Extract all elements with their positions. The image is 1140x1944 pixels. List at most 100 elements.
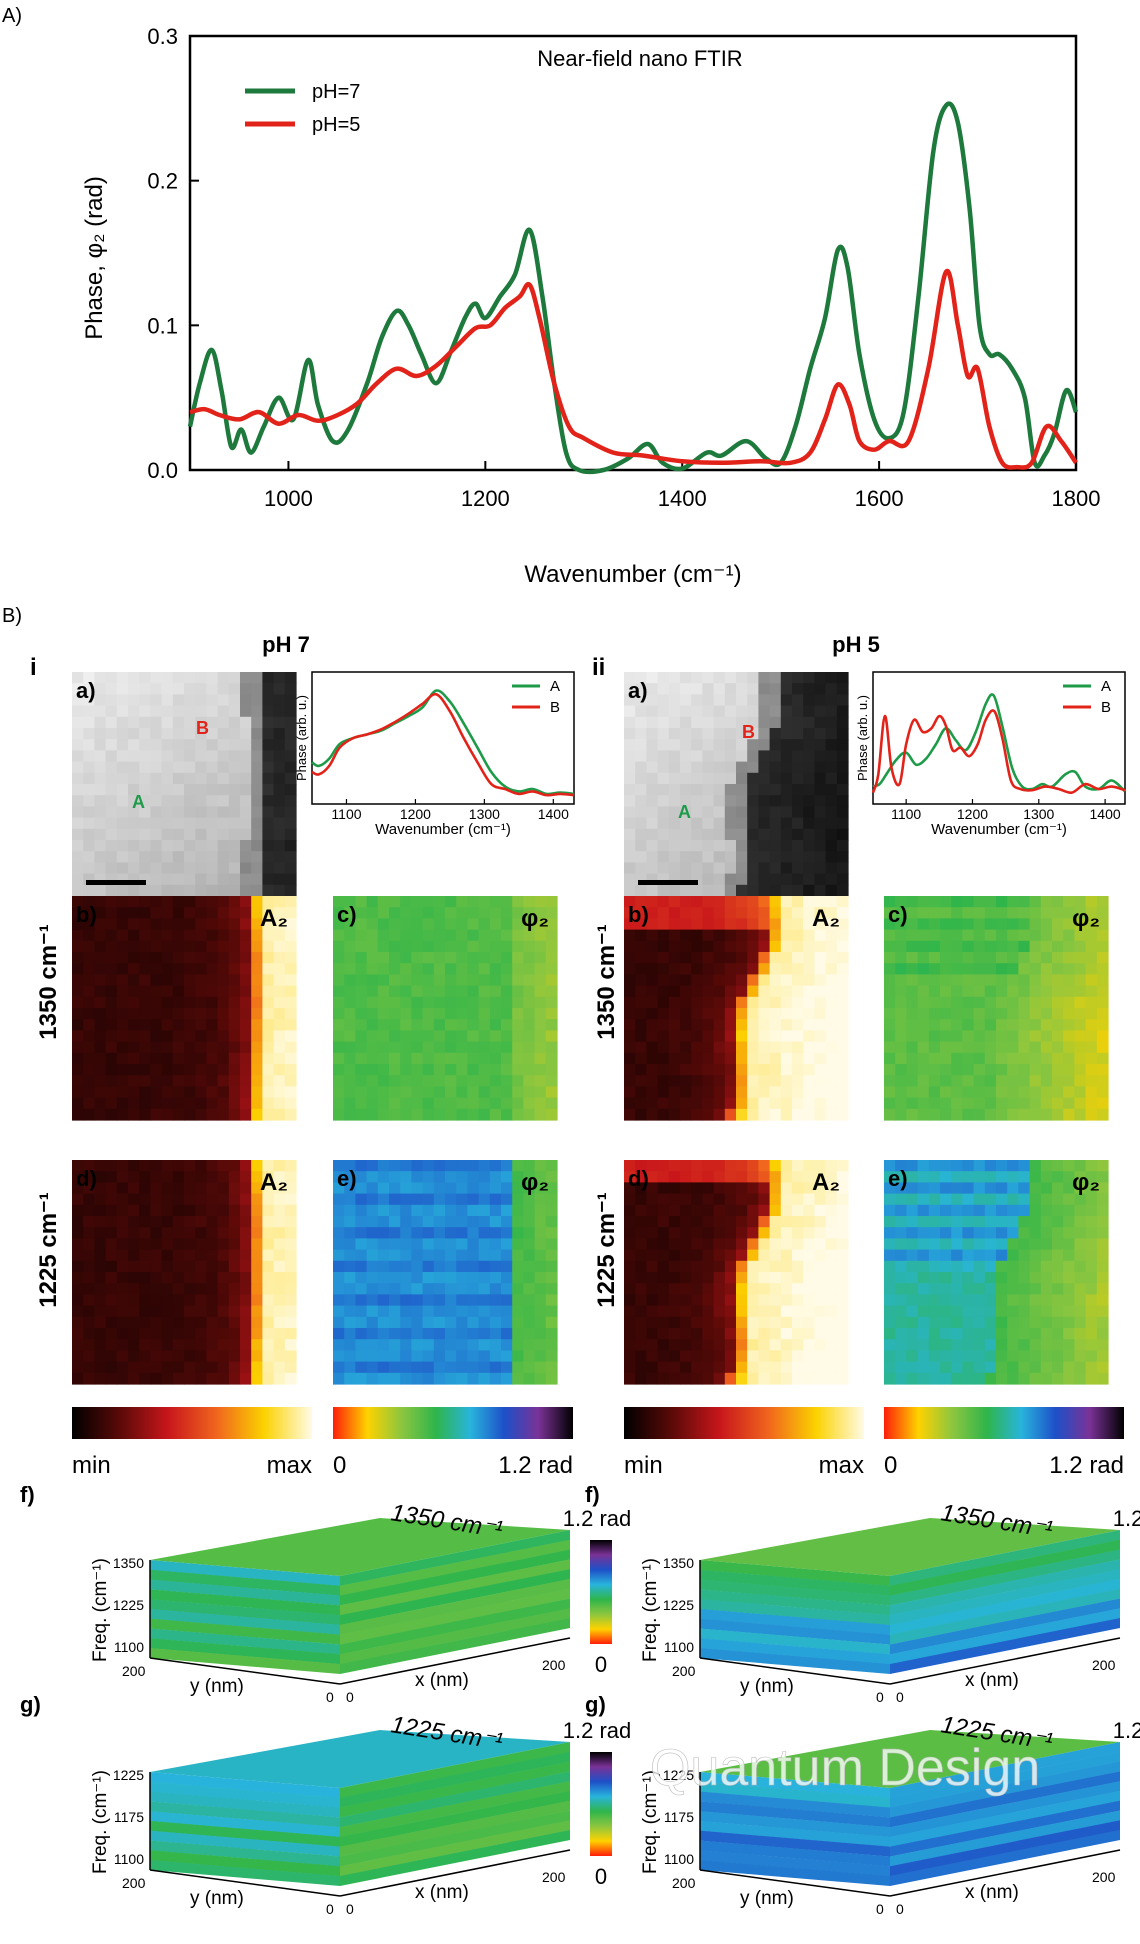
scale-bar-i: [86, 880, 146, 885]
topography-map-ph5-sub-label: a): [628, 678, 648, 703]
cube-f-ph5-freq-label: Freq. (cm⁻¹): [640, 1558, 661, 1662]
inset-ph5-x-tick-label: 1300: [1023, 806, 1054, 822]
phase-colorbar-i: [333, 1407, 573, 1439]
cube-g-ph7-freq-tick: 1225: [113, 1767, 144, 1783]
main-y-tick-label: 0.0: [147, 458, 178, 483]
amplitude-colorbar-i: [72, 1407, 312, 1439]
cube-g-ph7-freq-label: Freq. (cm⁻¹): [90, 1770, 111, 1874]
phase-max-label-i: 1.2 rad: [498, 1452, 573, 1479]
series-line-ph5: [189, 268, 1078, 470]
cube-g-ph7-freq-tick: 1175: [114, 1809, 144, 1825]
phase-min-label-i: 0: [333, 1452, 346, 1479]
cube-g-ph7-x-max: 200: [542, 1869, 566, 1885]
cube-g-ph7-right-face: [340, 1742, 570, 1886]
main-chart-title: Near-field nano FTIR: [537, 46, 742, 71]
column-i-label: i: [30, 654, 37, 681]
cube-f-ph7-freq-label: Freq. (cm⁻¹): [90, 1558, 111, 1662]
phase-map-1350-ph7: c) φ₂: [333, 896, 558, 1121]
main-plot-frame: [188, 34, 1078, 472]
cube-g-ph5-x-label: x (nm): [965, 1882, 1019, 1903]
cube-g-ph7-origin-b: 0: [346, 1901, 354, 1917]
cube-f-ph7-freq-tick: 1225: [113, 1597, 144, 1613]
cube-g-ph7-scale-min: 0: [595, 1864, 607, 1889]
inset-ph5-x-tick-label: 1200: [957, 806, 988, 822]
phase-map-1225-ph5-quantity-label: φ₂: [1072, 1169, 1100, 1196]
cube-f-ph7-scale-min: 0: [595, 1652, 607, 1677]
phase-map-1350-ph5-quantity-label: φ₂: [1072, 905, 1100, 932]
main-x-tick-label: 1600: [855, 486, 904, 511]
inset-ph7-y-axis-label: Phase (arb. u.): [294, 695, 309, 781]
marker-a-ii: A: [678, 802, 691, 822]
amplitude-map-1225-ph7-quantity-label: A₂: [260, 1169, 288, 1196]
cube-f-ph7-x-max: 200: [542, 1657, 566, 1673]
amp-max-label-i: max: [267, 1452, 312, 1479]
phase-map-1225-ph7: e) φ₂: [333, 1160, 558, 1385]
phase-map-1350-ph5-sub-label: c): [888, 902, 908, 927]
cube-f-label-ii: f): [585, 1482, 600, 1507]
cube-f-ph5-top-face: [700, 1518, 1120, 1576]
main-x-tick-label: 1800: [1052, 486, 1101, 511]
inset-ph5-x-tick-label: 1100: [891, 806, 921, 822]
main-y-tick-label: 0.1: [147, 313, 178, 338]
cube-g-ph5-freq-tick: 1100: [664, 1851, 694, 1867]
row-1225-label-i: 1225 cm⁻¹: [35, 1192, 62, 1307]
amplitude-map-1350-ph7-quantity-label: A₂: [260, 905, 288, 932]
amplitude-map-1350-ph5: b) A₂: [624, 896, 849, 1121]
cube-f-ph5-freq-tick: 1225: [663, 1597, 694, 1613]
cube-g-ph5-right-face: [890, 1742, 1120, 1886]
phase-map-1350-ph7-quantity-label: φ₂: [521, 905, 549, 932]
cube-g-ph5-y-max: 200: [672, 1875, 696, 1891]
inset-ph7-x-tick-label: 1100: [331, 806, 361, 822]
scale-bar-ii: [638, 880, 698, 885]
cube-f-ph7-scale-max: 1.2 rad: [563, 1506, 632, 1531]
cube-f-ph5-freq-tick: 1100: [664, 1639, 694, 1655]
cube-g-ph7-y-label: y (nm): [190, 1888, 244, 1909]
cube-g-ph7-x-label: x (nm): [415, 1882, 469, 1903]
cube-f-ph5-x-axis-line: [889, 1637, 1121, 1685]
cube-f-ph7-x-axis-line: [339, 1637, 571, 1685]
inset-ph7-legend-label: B: [550, 699, 560, 716]
amplitude-map-1350-ph5-quantity-label: A₂: [812, 905, 840, 932]
inset-ph7-legend-label: A: [550, 678, 560, 695]
amp-min-label-i: min: [72, 1452, 111, 1479]
phase-map-1225-ph7-sub-label: e): [337, 1166, 357, 1191]
row-1350-label-ii: 1350 cm⁻¹: [593, 924, 620, 1039]
inset-ph7-series-B: [311, 692, 575, 797]
cube-g-label-i: g): [20, 1692, 41, 1717]
cube-g-ph7-freq-tick: 1100: [114, 1851, 144, 1867]
amp-max-label-ii: max: [819, 1452, 864, 1479]
topography-map-ph7: a): [72, 672, 297, 897]
phase-map-1225-ph5: e) φ₂: [884, 1160, 1109, 1385]
cube-f-ph5-y-label: y (nm): [740, 1676, 794, 1697]
topography-map-ph5: a): [624, 672, 849, 897]
cube-g-ph5-scale-max: 1.2 rad: [1113, 1718, 1140, 1743]
cube-g-ph5-freq-label: Freq. (cm⁻¹): [640, 1770, 661, 1874]
inset-ph5-x-axis-label: Wavenumber (cm⁻¹): [931, 821, 1067, 838]
main-x-tick-label: 1200: [461, 486, 510, 511]
inset-ph7-series-A: [311, 689, 575, 796]
cube-g-ph5-origin-a: 0: [876, 1901, 884, 1917]
column-i-title: pH 7: [262, 632, 310, 657]
cube-f-ph5-left-face: [700, 1560, 890, 1674]
amplitude-colorbar-ii: [624, 1407, 864, 1439]
cube-f-ph5-origin-a: 0: [876, 1689, 884, 1705]
inset-ph5-y-axis-label: Phase (arb. u.): [855, 695, 870, 781]
cube-f-ph5-x-label: x (nm): [965, 1670, 1019, 1691]
inset-ph7-x-tick-label: 1200: [400, 806, 431, 822]
amplitude-map-1225-ph7: d) A₂: [72, 1160, 297, 1385]
main-legend: pH=7 pH=5: [245, 81, 360, 136]
cube-f-ph5-origin-b: 0: [896, 1689, 904, 1705]
colorbars: min max 0 1.2 rad min max 0 1.2 rad: [72, 1407, 1124, 1479]
main-y-tick-label: 0.3: [147, 24, 178, 49]
cube-f-ph7-top-face: [150, 1518, 570, 1576]
cube-g-ph5-origin-b: 0: [896, 1901, 904, 1917]
phase-max-label-ii: 1.2 rad: [1049, 1452, 1124, 1479]
cube-g-ph7-colorbar: [590, 1752, 612, 1856]
amplitude-map-1350-ph7: b) A₂: [72, 896, 297, 1121]
inset-ph5-series-A: [872, 693, 1126, 793]
marker-b-i: B: [196, 718, 209, 738]
inset-spectrum-ph7: 1100 1200 1300 1400 Wavenumber (cm⁻¹) Phase (…: [294, 671, 575, 838]
inset-ph5-series-B: [871, 709, 1126, 795]
inset-ph5-legend-label: A: [1101, 678, 1111, 695]
